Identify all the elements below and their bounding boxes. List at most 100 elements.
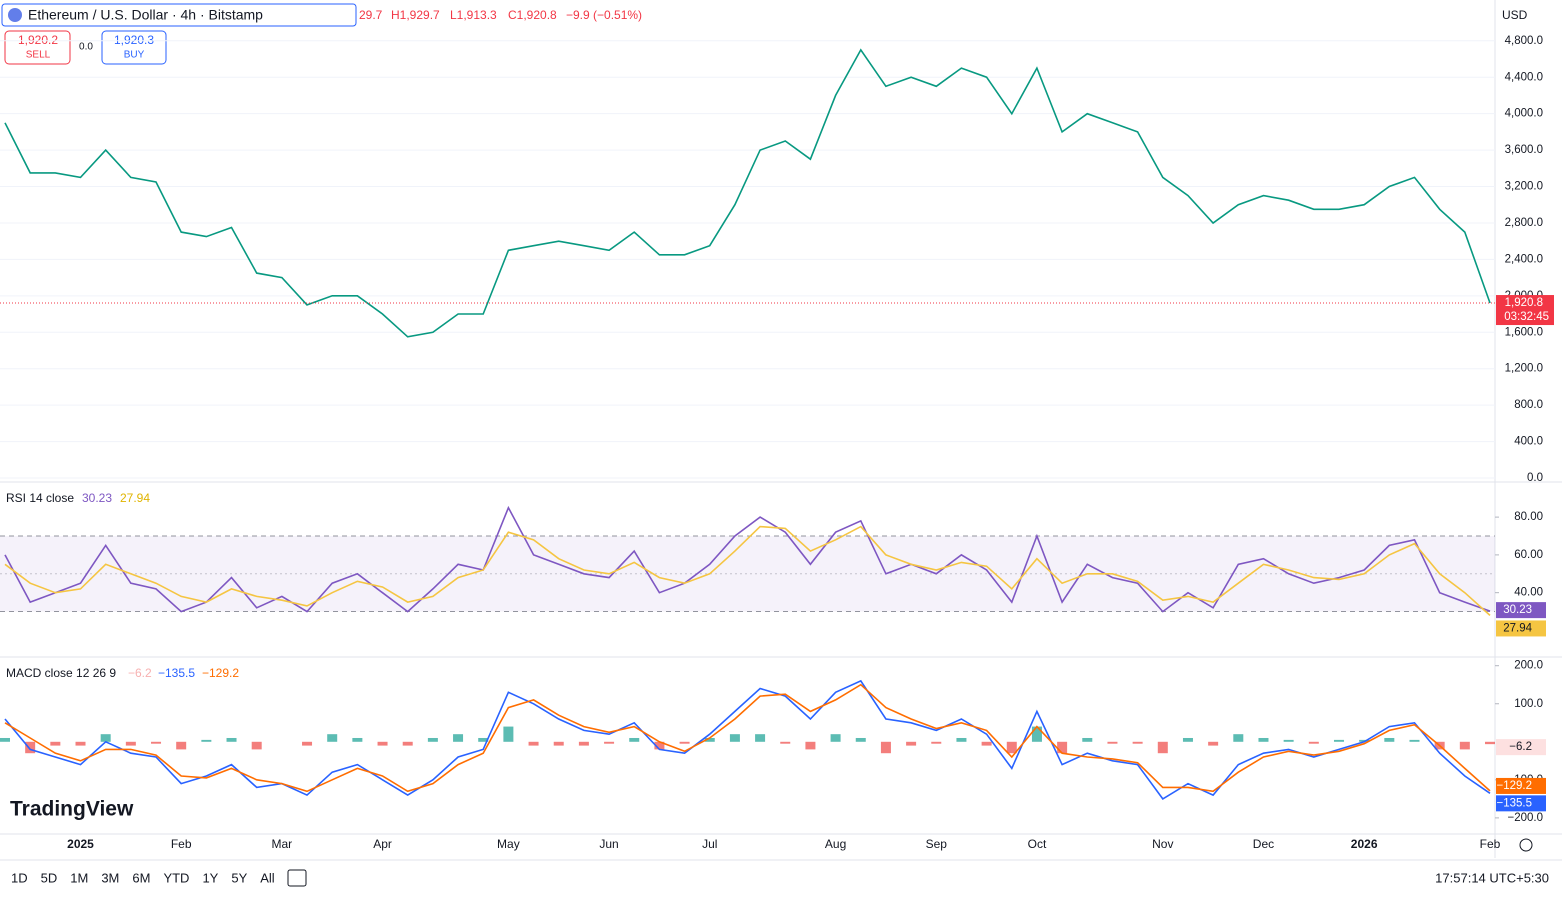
clock: 17:57:14 UTC+5:30	[1435, 870, 1549, 885]
histogram-bar	[75, 741, 86, 746]
range-button[interactable]: 6M	[132, 870, 150, 885]
histogram-bar	[1031, 726, 1042, 742]
histogram-bar	[0, 737, 10, 742]
x-tick-label: Jun	[599, 837, 618, 851]
histogram-bar	[402, 741, 413, 746]
currency[interactable]: USD	[1502, 8, 1528, 22]
x-tick-label: Feb	[171, 837, 192, 851]
symbol[interactable]: Ethereum / U.S. Dollar · 4h · Bitstamp	[28, 7, 263, 23]
range-button[interactable]: 1M	[70, 870, 88, 885]
y-tick-label: 80.00	[1514, 511, 1543, 523]
macd-legend-value: −135.5	[158, 666, 195, 680]
histogram-bar	[553, 741, 564, 746]
settings-icon[interactable]	[1519, 838, 1533, 852]
x-tick-label: Aug	[825, 837, 846, 851]
series-line	[4, 48, 1491, 338]
x-tick-label: Oct	[1028, 837, 1047, 851]
histogram-bar	[1082, 737, 1093, 742]
histogram-bar	[1157, 741, 1168, 754]
rsi-ma-tag-box	[1496, 620, 1546, 637]
ohlc-change: −9.9 (−0.51%)	[566, 8, 642, 22]
histogram-bar	[578, 741, 589, 746]
histogram-bar	[654, 741, 665, 750]
series-line	[4, 683, 1491, 793]
histogram-bar	[1006, 741, 1017, 754]
range-button[interactable]: All	[260, 870, 275, 885]
histogram-bar	[1107, 741, 1118, 744]
rsi-ma-tag: 27.94	[1503, 622, 1532, 634]
range-button[interactable]: 5D	[41, 870, 58, 885]
histogram-bar	[880, 741, 891, 754]
histogram-bar	[176, 741, 187, 750]
y-tick-label: 3,600.0	[1505, 144, 1543, 156]
y-tick-label: 1,200.0	[1505, 363, 1543, 375]
price-tag	[1496, 295, 1554, 326]
x-tick-label: 2026	[1351, 837, 1378, 851]
range-button[interactable]: 1D	[11, 870, 28, 885]
date-range-icon[interactable]	[287, 869, 307, 887]
sell-button[interactable]	[4, 30, 71, 65]
y-tick-label: 4,000.0	[1505, 108, 1543, 120]
symbol-box[interactable]	[1, 3, 357, 27]
histogram-bar	[1409, 739, 1420, 742]
histogram-bar	[629, 737, 640, 742]
histogram-bar	[25, 741, 36, 754]
histogram-bar	[1308, 741, 1319, 744]
histogram-bar	[855, 737, 866, 742]
histogram-bar	[1258, 737, 1269, 742]
range-button[interactable]: 5Y	[231, 870, 247, 885]
sell-label[interactable]: SELL	[26, 50, 51, 61]
y-tick-label: 1,600.0	[1505, 326, 1543, 338]
range-button[interactable]: 3M	[101, 870, 119, 885]
histogram-bar	[226, 737, 237, 742]
histogram-bar	[352, 737, 363, 742]
y-tick-label: 200.0	[1514, 660, 1543, 672]
histogram-bar	[679, 741, 690, 744]
ohlc-low: L1,913.3	[450, 8, 497, 22]
histogram-bar	[503, 726, 514, 742]
x-tick-label: Apr	[373, 837, 392, 851]
histogram-bar	[302, 741, 313, 746]
rsi-ma-legend-value: 27.94	[120, 491, 150, 505]
signal-tag-box	[1496, 777, 1546, 794]
histogram-bar	[453, 734, 464, 742]
histogram-bar	[251, 741, 262, 750]
histogram-bar	[1485, 741, 1495, 745]
y-tick-label: 60.00	[1514, 549, 1543, 561]
x-tick-label: Feb	[1480, 837, 1501, 851]
sell-price[interactable]: 1,920.2	[18, 33, 58, 47]
macd-hist-tag: −6.2	[1509, 741, 1532, 753]
histogram-bar	[1333, 739, 1344, 742]
histogram-bar	[377, 741, 388, 746]
histogram-bar	[1384, 737, 1395, 742]
x-tick-label: Jul	[702, 837, 717, 851]
histogram-bar	[906, 741, 917, 746]
range-button[interactable]: 1Y	[202, 870, 218, 885]
buy-price[interactable]: 1,920.3	[114, 33, 154, 47]
y-tick-label: 4,400.0	[1505, 71, 1543, 83]
histogram-bar	[528, 741, 539, 746]
y-tick-label: −200.0	[1508, 812, 1544, 824]
histogram-bar	[1057, 741, 1068, 754]
x-tick-label: Dec	[1253, 837, 1274, 851]
series-line	[4, 505, 1491, 613]
x-tick-label: Mar	[272, 837, 293, 851]
histogram-bar	[1132, 741, 1143, 744]
histogram-bar	[1283, 739, 1294, 742]
histogram-bar	[478, 737, 489, 742]
x-tick-label: May	[497, 837, 520, 851]
histogram-bar	[729, 734, 740, 742]
buy-button[interactable]	[101, 30, 167, 65]
y-tick-label: 2,800.0	[1505, 217, 1543, 229]
signal-legend-value: −129.2	[202, 666, 239, 680]
buy-label[interactable]: BUY	[124, 50, 145, 61]
y-tick-label: 0.0	[1527, 472, 1543, 484]
series-line	[4, 679, 1491, 800]
histogram-bar	[704, 737, 715, 742]
range-button[interactable]: YTD	[163, 870, 189, 885]
y-tick-label: 4,800.0	[1505, 35, 1543, 47]
x-tick-label: Nov	[1152, 837, 1173, 851]
